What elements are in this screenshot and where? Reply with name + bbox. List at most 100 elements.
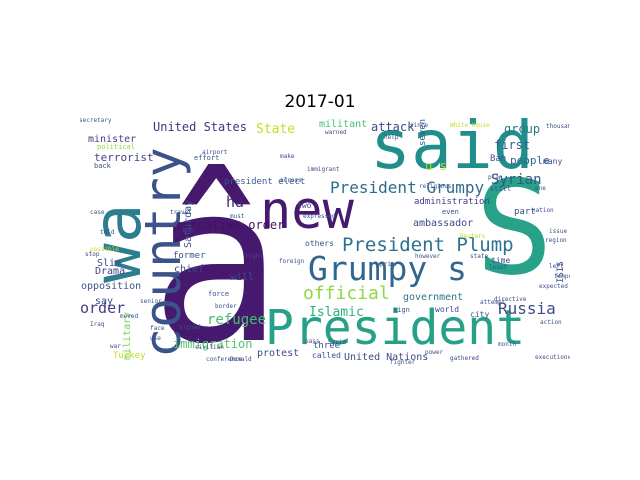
word: time [491,256,510,265]
word: President Grumpy [330,178,484,197]
word: prior [380,261,398,268]
word: chief [174,264,204,275]
word: airport [202,149,228,156]
word: United Nations [344,352,428,363]
word: immigrant [307,166,340,173]
word: expected [539,283,568,290]
word: called [312,351,341,360]
word: â [150,136,282,370]
word: right [245,253,263,260]
word: nation [532,207,554,214]
word: executive order [176,218,284,232]
word: militant [319,119,367,130]
word: protest [257,348,299,359]
word: however [415,253,441,260]
word: must [230,213,245,220]
word: world [435,305,459,314]
word: plan [488,174,503,181]
word: work [568,354,570,361]
word: President [265,300,525,356]
word: three [313,341,340,351]
word: said [370,118,534,185]
word: Reuters [460,233,486,240]
word: u s [425,159,447,173]
word: foreign [279,258,305,265]
word: Slim [97,258,121,269]
word: force [208,290,229,298]
word: region [545,237,567,244]
word: military [122,312,133,360]
word: temporarily [554,273,570,280]
word: official [303,283,390,304]
word: Donald [230,356,252,363]
word: many [543,157,562,166]
word: travel [170,209,192,216]
word: use [150,335,161,342]
word: seven [418,119,428,146]
word: month [498,341,516,348]
word: country [134,147,192,358]
word: still [490,185,511,193]
word: back [94,162,112,170]
word: political [97,143,135,151]
word: even [442,208,459,216]
word: first [494,138,530,152]
word: help [384,134,399,141]
word: Grumpy s [308,249,467,288]
word: one [535,185,546,192]
word: United States [153,120,247,134]
word: directive [494,296,527,303]
word: border [215,303,237,310]
cloud-background [80,118,570,370]
word: minister [88,134,136,145]
word: administration [414,197,490,207]
word: moved [120,313,138,320]
word: effort [194,154,219,162]
word: senior [140,298,162,305]
word: Russia [498,299,556,318]
word: Syrian [491,172,542,188]
word: two [297,201,312,210]
word: since [410,122,428,129]
word: warned [325,129,347,136]
word: Ban [490,154,506,164]
word: attack [371,120,415,134]
word: White House [450,122,490,129]
word: government [403,292,463,303]
word: attempt [480,299,506,306]
word: city [470,310,489,319]
word: order [80,299,125,317]
word: will [230,272,254,283]
word: president elect [224,177,305,187]
word: people [510,154,550,167]
word: Syria [328,339,346,346]
word: make [280,153,295,160]
word: religious [419,183,452,190]
word: conference [206,356,243,363]
word: others [305,239,334,248]
word: say [95,296,113,307]
word: least [489,264,507,271]
word: former [173,251,206,261]
word: fighter [390,359,416,366]
word: power [425,349,443,356]
word: opposition [81,281,141,292]
word: across [280,177,302,184]
word: group [504,122,540,136]
word: ban [183,227,194,234]
word: thousand [546,123,570,130]
word: case [90,209,105,216]
word: Saturday [183,200,194,248]
word: Turkey [113,351,146,361]
word: expressed [303,213,336,220]
word: ambassador [413,218,473,229]
word: action [540,319,562,326]
word: wa [80,204,156,283]
word: S [475,152,553,304]
word: President Plump [342,234,514,256]
word: state [470,253,488,260]
word: ha [226,193,244,211]
word: terrorist [94,151,154,164]
word: Islamic [309,305,364,320]
